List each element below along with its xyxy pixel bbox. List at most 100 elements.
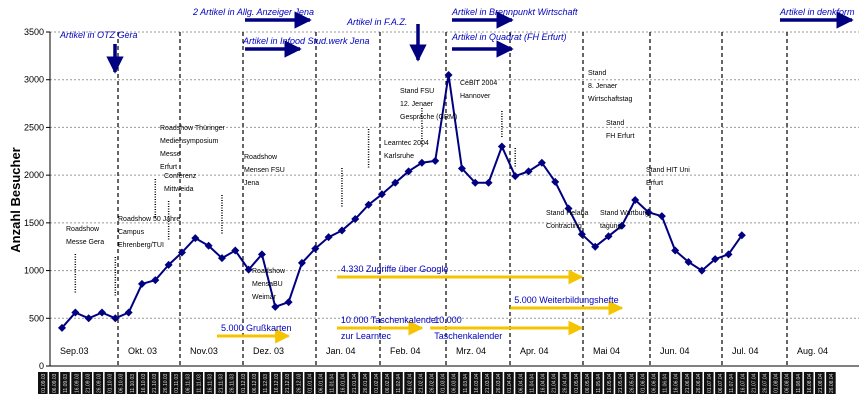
x-tick-box	[604, 372, 614, 394]
data-point	[151, 276, 160, 285]
x-tick-box	[692, 372, 703, 394]
data-point	[217, 254, 226, 263]
data-point	[191, 234, 200, 243]
campaign-label-line2: Taschenkalender	[434, 331, 502, 341]
x-tick-label: 06.11.03	[185, 374, 191, 393]
data-point	[604, 232, 613, 241]
grid-layer: 0 500 1000 1500 2000 2500 3000 3500	[24, 27, 859, 371]
x-tick-box	[526, 372, 536, 394]
x-tick-box	[260, 372, 270, 394]
x-tick-box	[570, 372, 581, 394]
x-tick-box	[470, 372, 481, 394]
campaign-label: 10.000 Taschenkalender	[341, 315, 439, 325]
x-tick-label: 26.12.03	[296, 373, 302, 393]
data-point	[617, 221, 626, 230]
data-point	[377, 190, 386, 199]
data-point	[497, 142, 506, 151]
x-tick-box	[715, 372, 725, 394]
x-tick-label: 06.04.04	[518, 373, 524, 393]
month-label: Okt. 03	[128, 346, 157, 356]
event-label: Hannover	[460, 93, 491, 100]
x-tick-label: 06.09.03	[52, 373, 58, 393]
x-tick-label: 01.02.04	[374, 373, 380, 393]
event-label: Karlsruhe	[384, 153, 414, 160]
x-tick-box	[237, 372, 248, 394]
x-tick-box	[271, 372, 281, 394]
event-label: Conferenz	[164, 173, 197, 180]
x-tick-box	[93, 372, 104, 394]
x-tick-box	[226, 372, 237, 394]
data-point	[71, 308, 80, 317]
x-tick-label: 26.09.03	[97, 373, 103, 393]
x-tick-label: 01.08.04	[774, 373, 780, 393]
data-point	[177, 248, 186, 257]
campaign-label: 5.000 Grußkarten	[221, 323, 292, 333]
x-tick-label: 16.06.04	[674, 373, 680, 393]
y-tick-label: 500	[29, 313, 44, 323]
y-tick-label: 0	[39, 361, 44, 371]
x-tick-box	[815, 372, 825, 394]
x-tick-label: 06.08.04	[785, 373, 791, 393]
x-tick-label: 11.09.03	[63, 374, 69, 393]
x-tick-label: 26.07.04	[763, 373, 769, 393]
x-tick-label: 06.12.03	[252, 373, 258, 393]
x-tick-label: 16.11.03	[208, 374, 214, 393]
data-point	[631, 195, 640, 204]
month-label: Jun. 04	[660, 346, 690, 356]
x-tick-label: 21.07.04	[751, 373, 757, 393]
event-label: Erfurt	[160, 164, 177, 171]
month-label: Apr. 04	[520, 346, 549, 356]
x-tick-label: 11.07.04	[729, 374, 735, 393]
month-label: Jul. 04	[732, 346, 759, 356]
x-tick-label: 21.09.03	[85, 373, 91, 393]
x-tick-box	[404, 372, 414, 394]
campaign-label: 10.000	[434, 315, 462, 325]
x-tick-box	[593, 372, 603, 394]
data-point	[684, 257, 693, 266]
x-tick-box	[393, 372, 403, 394]
x-tick-box	[160, 372, 170, 394]
x-tick-box	[759, 372, 770, 394]
x-tick-box	[726, 372, 736, 394]
x-tick-box	[426, 372, 437, 394]
x-tick-label: 01.04.04	[507, 373, 513, 393]
event-label: Roadshow 50 Jahre	[118, 216, 180, 223]
x-tick-label: 16.02.04	[407, 373, 413, 393]
x-tick-box	[415, 372, 425, 394]
x-tick-box	[559, 372, 570, 394]
event-label: Gespräche (GRM)	[400, 114, 457, 121]
event-label: 8. Jenaer	[588, 83, 618, 90]
x-tick-box	[826, 372, 836, 394]
x-tick-label: 21.08.04	[818, 373, 824, 393]
x-tick-box	[459, 372, 470, 394]
x-tick-label: 06.03.04	[452, 373, 458, 393]
data-point	[551, 177, 560, 186]
press-annotation-label: Artikel in Brennpunkt Wirtschaft	[451, 7, 578, 17]
x-tick-box	[670, 372, 681, 394]
x-tick-label: 06.07.04	[718, 373, 724, 393]
data-point	[431, 156, 440, 165]
x-tick-box	[282, 372, 292, 394]
x-tick-box	[615, 372, 625, 394]
x-tick-label: 01.10.03	[108, 373, 114, 393]
x-tick-box	[659, 372, 670, 394]
x-tick-box	[315, 372, 326, 394]
x-tick-box	[182, 372, 192, 394]
x-tick-label: 21.02.04	[418, 373, 424, 393]
x-tick-box	[515, 372, 525, 394]
press-annotation-label: Artikel in denkform	[779, 7, 855, 17]
data-point	[164, 260, 173, 269]
x-tick-box	[737, 372, 747, 394]
x-tick-box	[304, 372, 314, 394]
x-tick-box	[493, 372, 503, 394]
campaign-arrows: 4.330 Zugriffe über Google 5.000 Grußkart…	[216, 264, 624, 344]
data-point	[417, 158, 426, 167]
x-tick-label: 16.10.03	[141, 373, 147, 393]
x-tick-box	[293, 372, 303, 394]
data-point	[457, 164, 466, 173]
x-tick-box	[748, 372, 758, 394]
x-tick-box	[126, 372, 137, 394]
x-tick-box	[626, 372, 636, 394]
data-point	[724, 250, 733, 259]
